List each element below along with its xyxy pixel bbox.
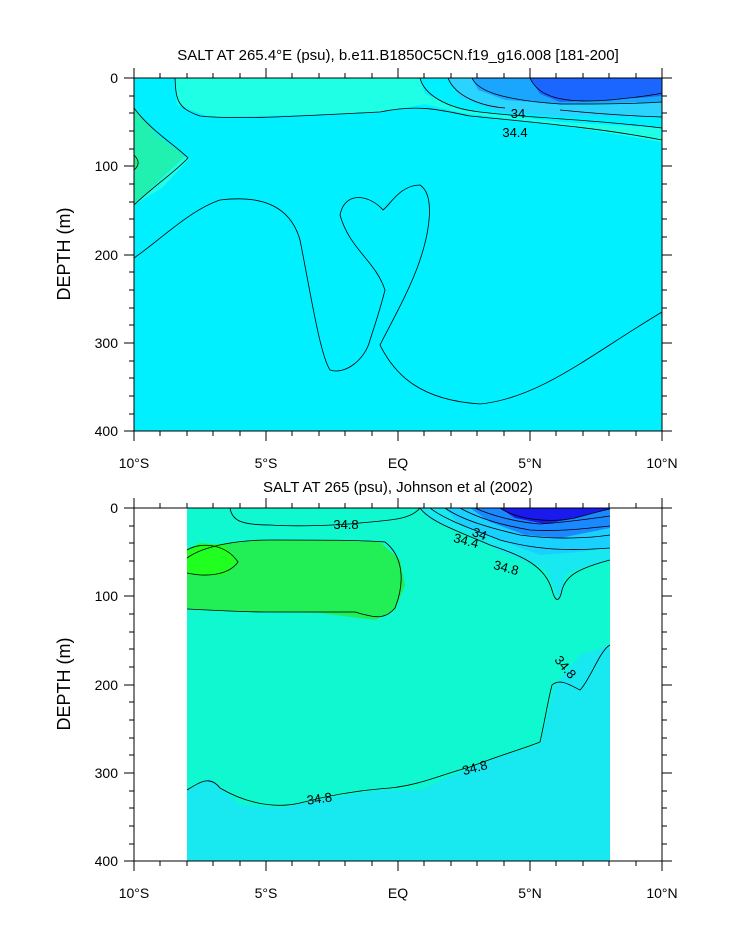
top-y-axis-title: DEPTH (m) xyxy=(54,208,74,301)
top-contour-i xyxy=(133,198,386,372)
top-contour-k xyxy=(339,184,430,346)
top-x-tick-5n: 5°N xyxy=(518,455,542,471)
bottom-y-axis: DEPTH (m) 0 100 200 300 400 xyxy=(54,500,672,869)
bottom-contours xyxy=(186,507,611,806)
bottom-x-tick-5s: 5°S xyxy=(255,885,278,901)
top-y-tick-0: 0 xyxy=(110,70,118,86)
top-y-tick-100: 100 xyxy=(95,158,119,174)
bottom-x-tick-5n: 5°N xyxy=(518,885,542,901)
top-contours xyxy=(133,77,663,405)
top-contour-f xyxy=(529,77,663,102)
top-y-tick-300: 300 xyxy=(95,335,119,351)
bottom-x-tick-marks xyxy=(133,498,663,871)
top-fill-cyan xyxy=(134,78,662,431)
top-y-axis: DEPTH (m) 0 100 200 300 400 xyxy=(54,70,672,439)
bottom-contour-surf3 xyxy=(444,507,611,539)
top-panel: SALT AT 265.4°E (psu), b.e11.B1850C5CN.f… xyxy=(54,47,678,471)
top-y-tick-200: 200 xyxy=(95,247,119,263)
top-contour-d xyxy=(559,109,663,118)
bottom-contour-label-6: 34.8 xyxy=(461,757,489,778)
top-contour-g xyxy=(133,107,189,206)
top-contour-h xyxy=(133,154,139,171)
bottom-x-tick-10s: 10°S xyxy=(119,885,150,901)
bottom-contour-surf4 xyxy=(459,507,611,531)
top-contour-j xyxy=(379,311,663,405)
bottom-contour-label-7: 34.8 xyxy=(306,789,333,807)
top-x-tick-5s: 5°S xyxy=(255,455,278,471)
bottom-plot-area: 34.8 34 34.4 34.8 34.8 34.8 34.8 xyxy=(133,507,663,862)
bottom-contour-label-2: 34 xyxy=(470,524,489,543)
top-contour-label-34: 34 xyxy=(511,106,525,121)
top-y-tick-400: 400 xyxy=(95,423,119,439)
bottom-y-tick-marks xyxy=(124,507,672,862)
bottom-chart-title: SALT AT 265 (psu), Johnson et al (2002) xyxy=(263,479,533,496)
bottom-contour-surf2 xyxy=(429,507,611,550)
top-contour-e xyxy=(471,77,663,105)
bottom-fill-green xyxy=(187,540,405,620)
top-x-axis: 10°S 5°S EQ 5°N 10°N xyxy=(119,68,678,471)
top-contour-labels: 34 34.4 xyxy=(502,106,527,140)
bottom-panel: SALT AT 265 (psu), Johnson et al (2002) xyxy=(54,479,678,901)
bottom-y-tick-400: 400 xyxy=(95,853,119,869)
top-x-tick-10s: 10°S xyxy=(119,455,150,471)
top-contour-b xyxy=(419,77,663,129)
top-contour-a xyxy=(174,77,663,141)
bottom-contour-label-1: 34.8 xyxy=(333,517,358,532)
top-contour-label-34-4: 34.4 xyxy=(502,125,527,140)
bottom-y-axis-title: DEPTH (m) xyxy=(54,638,74,731)
bottom-contour-upper xyxy=(229,507,421,527)
top-x-tick-marks xyxy=(133,68,663,441)
top-contour-c xyxy=(447,77,506,109)
bottom-x-tick-10n: 10°N xyxy=(646,885,677,901)
top-fill-deepblue xyxy=(530,78,662,102)
bottom-y-tick-200: 200 xyxy=(95,677,119,693)
bottom-contour-labels: 34.8 34 34.4 34.8 34.8 34.8 34.8 xyxy=(306,517,580,808)
bottom-contour-surf5 xyxy=(474,507,611,525)
bottom-x-tick-eq: EQ xyxy=(388,885,408,901)
top-y-tick-marks xyxy=(124,77,672,432)
bottom-contour-deep xyxy=(186,644,611,806)
bottom-y-tick-300: 300 xyxy=(95,765,119,781)
top-fill-left-green2 xyxy=(134,155,139,170)
top-x-tick-10n: 10°N xyxy=(646,455,677,471)
bottom-contour-label-4: 34.8 xyxy=(492,557,520,578)
bottom-contour-core xyxy=(186,544,239,576)
top-plot-area: 34 34.4 xyxy=(133,77,663,432)
top-chart-title: SALT AT 265.4°E (psu), b.e11.B1850C5CN.f… xyxy=(177,47,619,64)
top-x-tick-eq: EQ xyxy=(388,455,408,471)
bottom-x-axis: 10°S 5°S EQ 5°N 10°N xyxy=(119,498,678,901)
bottom-contour-surf1 xyxy=(419,507,611,600)
bottom-contour-green xyxy=(186,539,402,618)
bottom-contour-label-3: 34.4 xyxy=(452,530,480,551)
bottom-y-tick-100: 100 xyxy=(95,588,119,604)
bottom-y-tick-0: 0 xyxy=(110,500,118,516)
top-fill-left-green xyxy=(134,108,185,205)
bottom-contour-surf6 xyxy=(499,507,611,521)
bottom-fill-navy-top xyxy=(500,508,610,524)
